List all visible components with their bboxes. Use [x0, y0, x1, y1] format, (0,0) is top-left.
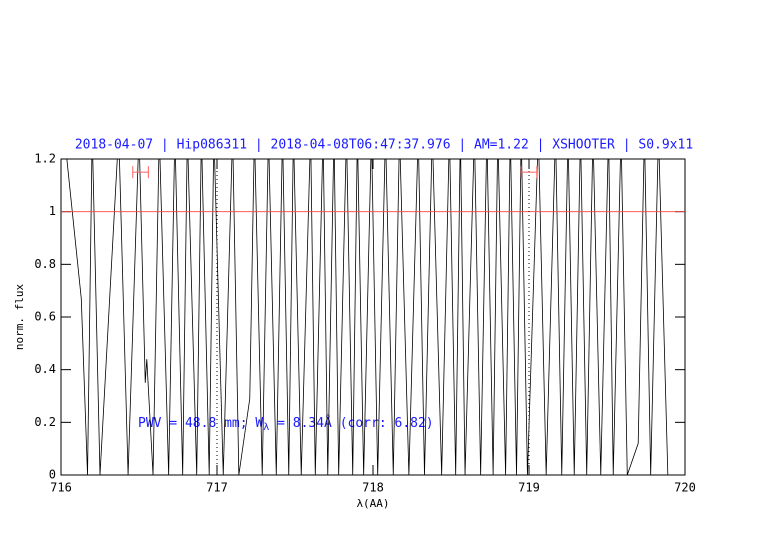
x-tick-label: 719 — [518, 481, 540, 495]
x-tick-label: 720 — [674, 481, 696, 495]
y-tick-label: 0.4 — [34, 362, 56, 376]
error-bar — [520, 166, 538, 179]
y-tick-label: 1.2 — [34, 152, 56, 166]
y-axis-label: norm. flux — [13, 284, 26, 351]
x-axis-label: λ(AA) — [356, 497, 389, 510]
x-tick-label: 718 — [362, 481, 384, 495]
y-tick-label: 0 — [49, 468, 56, 482]
y-tick-label: 1 — [49, 204, 56, 218]
annotation-text: PWV = 48.8 mm; W — [138, 416, 263, 431]
x-tick-label: 717 — [206, 481, 228, 495]
y-tick-label: 0.8 — [34, 257, 56, 271]
error-bar — [132, 166, 149, 179]
y-tick-label: 0.2 — [34, 415, 56, 429]
annotation-subscript: λ — [263, 422, 269, 433]
x-tick-label: 716 — [50, 481, 72, 495]
annotation: PWV = 48.8 mm; Wλ = 8.34Å (corr: 6.82) — [138, 415, 434, 434]
y-tick-label: 0.6 — [34, 310, 56, 324]
chart-title: 2018-04-07 | Hip086311 | 2018-04-08T06:4… — [75, 138, 693, 153]
